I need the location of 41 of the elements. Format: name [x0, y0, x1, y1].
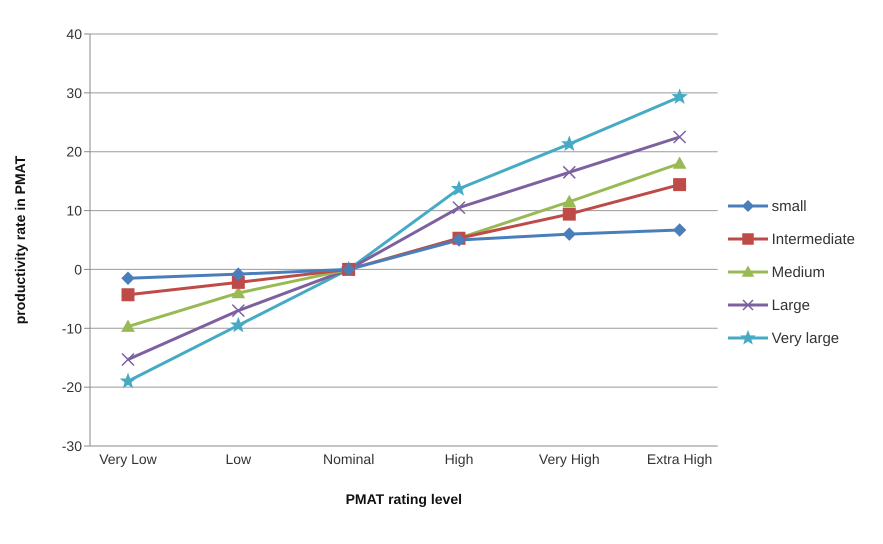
x-tick-label: Nominal [322, 450, 374, 467]
y-tick-label: -10 [62, 320, 82, 336]
point [121, 352, 135, 366]
y-tick-label: 30 [66, 84, 82, 101]
y-tick-label: -20 [62, 379, 82, 396]
point [122, 272, 134, 285]
x-axis-title: PMAT rating level [346, 491, 462, 507]
point [122, 320, 134, 332]
legend-label: Intermediate [772, 230, 855, 248]
x-tick-label: Very High [538, 450, 600, 467]
y-tick-label: 40 [66, 26, 82, 42]
x-tick-label: High [444, 450, 474, 467]
point [232, 268, 245, 281]
point [122, 288, 134, 302]
point [232, 304, 246, 318]
point [230, 318, 246, 332]
y-tick-label: -30 [62, 438, 82, 454]
legend-label: Medium [772, 264, 825, 280]
point [673, 178, 686, 192]
y-tick-label: 0 [74, 261, 82, 278]
y-axis-title: productivity rate in PMAT [12, 155, 28, 324]
legend-label: small [772, 198, 807, 214]
y-tick-label: 10 [66, 202, 82, 219]
point [452, 200, 466, 214]
point [452, 181, 466, 196]
point [672, 89, 687, 104]
point [562, 166, 576, 180]
point [673, 223, 686, 236]
point [562, 136, 577, 150]
point [562, 228, 576, 241]
point [562, 195, 576, 208]
point [672, 130, 686, 144]
point [562, 208, 576, 221]
legend-label: Very large [772, 330, 840, 346]
legend-label: Large [772, 296, 810, 314]
y-tick-label: 20 [66, 144, 82, 160]
x-tick-label: Extra High [646, 450, 712, 467]
point [673, 156, 686, 169]
x-tick-label: Very Low [99, 450, 158, 467]
x-tick-label: Low [225, 450, 252, 467]
point [120, 374, 136, 388]
